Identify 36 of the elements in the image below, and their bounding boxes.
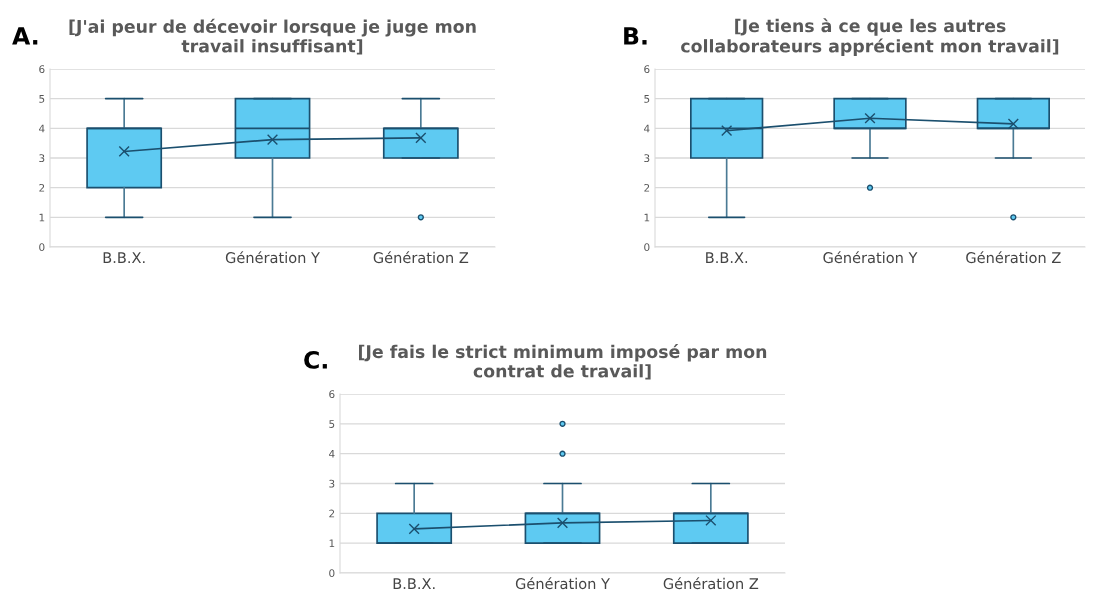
y-tick-label: 4	[39, 124, 45, 133]
y-tick-label: 0	[39, 243, 45, 252]
y-tick-label: 2	[329, 509, 335, 518]
y-tick-label: 6	[644, 65, 650, 74]
x-tick-label: Génération Z	[663, 577, 759, 590]
y-tick-label: 4	[644, 124, 650, 133]
x-tick-label: B.B.X.	[103, 252, 145, 263]
y-tick-label: 1	[644, 213, 650, 222]
y-tick-label: 0	[329, 569, 335, 578]
x-tick-label: Génération Y	[225, 251, 320, 264]
x-tick-label: Génération Z	[373, 251, 469, 264]
x-tick-label: B.B.X.	[393, 578, 435, 589]
chart-title: [J'ai peur de décevoir lorsque je juge mon travail insuffisant]	[69, 18, 476, 55]
y-tick-label: 6	[39, 65, 45, 74]
x-tick-label: Génération Y	[823, 251, 918, 264]
x-tick-label: Génération Z	[966, 251, 1061, 264]
y-tick-label: 1	[39, 213, 45, 222]
y-tick-label: 3	[39, 154, 45, 163]
text: C.	[304, 350, 327, 369]
y-tick-label: 1	[329, 539, 335, 548]
chart-title: [Je fais le strict minimum imposé par mon contrat de travail]	[359, 344, 767, 380]
y-tick-label: 3	[329, 479, 335, 488]
text: B.	[624, 27, 647, 45]
y-tick-label: 2	[39, 183, 45, 192]
y-tick-label: 5	[39, 95, 45, 103]
x-tick-label: Génération Y	[515, 577, 610, 590]
y-tick-label: 0	[644, 243, 650, 252]
y-tick-label: 4	[329, 450, 335, 458]
y-tick-label: 2	[644, 183, 650, 192]
y-tick-label: 6	[329, 390, 335, 399]
x-tick-label: B.B.X.	[706, 252, 748, 263]
chart-title: [Je tiens à ce que les autres collaborateurs apprécient mon travail]	[681, 18, 1059, 56]
y-tick-label: 5	[329, 420, 335, 428]
y-tick-label: 3	[644, 154, 650, 163]
text: A.	[12, 27, 38, 45]
y-tick-label: 5	[644, 95, 650, 103]
